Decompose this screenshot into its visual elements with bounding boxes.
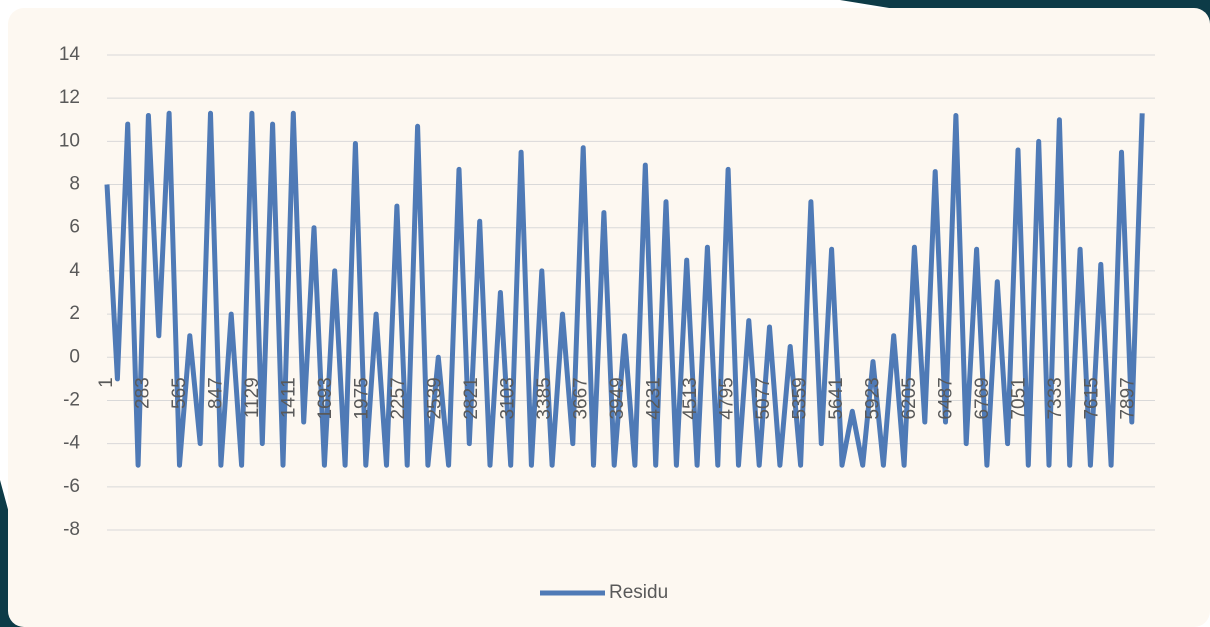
x-tick-label: 4513	[680, 377, 701, 419]
x-tick-label: 7615	[1081, 377, 1102, 419]
x-tick-label: 2539	[424, 377, 445, 419]
x-tick-label: 4795	[716, 377, 737, 419]
x-tick-label: 1129	[242, 377, 263, 418]
y-tick-label: 2	[69, 303, 80, 324]
x-tick-label: 7897	[1118, 377, 1139, 419]
y-tick-label: -2	[63, 389, 80, 410]
x-tick-label: 283	[133, 377, 154, 409]
x-tick-label: 2257	[388, 377, 409, 419]
x-tick-label: 6205	[899, 377, 920, 419]
x-tick-label: 4231	[643, 377, 664, 419]
y-tick-label: -4	[63, 433, 80, 454]
x-tick-label: 6769	[972, 377, 993, 419]
x-tick-label: 3103	[497, 377, 518, 419]
x-tick-label: 1693	[315, 377, 336, 419]
x-tick-label: 1975	[351, 377, 372, 419]
y-tick-label: 10	[59, 130, 80, 151]
x-tick-label: 3949	[607, 377, 628, 419]
y-tick-label: -6	[63, 476, 80, 497]
x-tick-label: 5359	[789, 377, 810, 419]
x-tick-label: 565	[169, 377, 190, 409]
x-tick-label: 7051	[1008, 377, 1029, 419]
x-tick-label: 6487	[935, 377, 956, 419]
x-tick-label: 1	[96, 377, 117, 388]
x-tick-label: 5077	[753, 377, 774, 419]
y-tick-label: -8	[63, 519, 80, 540]
y-tick-label: 14	[59, 44, 81, 65]
legend-label: Residu	[609, 582, 668, 603]
data-line	[104, 110, 1145, 468]
x-tick-label: 847	[205, 377, 226, 409]
y-tick-label: 4	[69, 260, 80, 281]
x-tick-label: 3667	[570, 377, 591, 419]
x-tick-label: 3385	[534, 377, 555, 419]
y-tick-label: 12	[59, 87, 80, 108]
y-tick-label: 6	[69, 217, 80, 238]
y-tick-label: 0	[69, 346, 80, 367]
x-tick-label: 5923	[862, 377, 883, 419]
x-tick-label: 5641	[826, 377, 847, 419]
x-tick-label: 7333	[1045, 377, 1066, 419]
y-tick-label: 8	[69, 174, 80, 195]
x-tick-label: 2821	[461, 377, 482, 419]
x-tick-label: 1411	[278, 377, 299, 418]
